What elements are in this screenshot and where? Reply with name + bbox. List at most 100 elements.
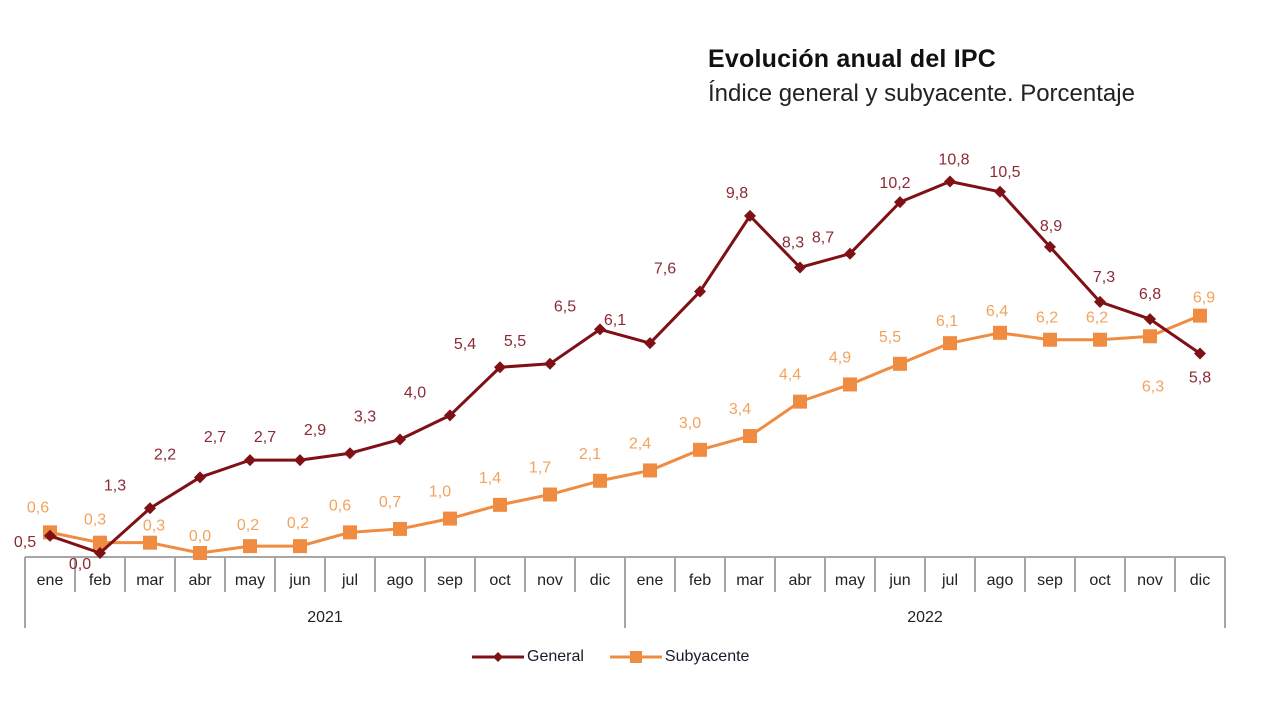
data-point-subyacente <box>643 463 657 478</box>
x-tick-label: dic <box>1190 572 1210 589</box>
data-label-general: 5,4 <box>454 336 476 353</box>
data-label-general: 8,7 <box>812 230 834 247</box>
data-label-subyacente: 6,4 <box>986 303 1008 320</box>
data-label-general: 6,1 <box>604 312 626 329</box>
x-tick-label: feb <box>89 572 111 589</box>
data-point-subyacente <box>493 497 507 512</box>
data-point-subyacente <box>93 535 107 550</box>
data-point-subyacente <box>243 539 257 554</box>
data-label-general: 0,0 <box>69 556 91 573</box>
data-point-subyacente <box>843 377 857 392</box>
x-tick-label: nov <box>537 572 563 589</box>
data-point-general <box>894 196 906 209</box>
data-label-general: 2,2 <box>154 446 176 463</box>
data-label-general: 8,9 <box>1040 218 1062 235</box>
data-label-general: 5,8 <box>1189 369 1211 386</box>
data-label-general: 4,0 <box>404 384 426 401</box>
data-label-subyacente: 0,3 <box>143 518 165 535</box>
x-tick-label: mar <box>136 572 164 589</box>
data-label-subyacente: 6,2 <box>1086 310 1108 327</box>
x-tick-label: oct <box>489 572 511 589</box>
data-label-subyacente: 0,6 <box>27 499 49 516</box>
data-point-subyacente <box>943 336 957 351</box>
data-label-general: 2,9 <box>304 422 326 439</box>
data-label-general: 0,5 <box>14 534 36 551</box>
data-label-general: 6,8 <box>1139 286 1161 303</box>
data-label-subyacente: 4,4 <box>779 367 801 384</box>
x-tick-label: oct <box>1089 572 1111 589</box>
x-tick-label: dic <box>590 572 610 589</box>
data-label-general: 8,3 <box>782 234 804 251</box>
data-label-subyacente: 2,1 <box>579 446 601 463</box>
x-tick-label: ago <box>987 572 1014 589</box>
data-label-subyacente: 3,0 <box>679 415 701 432</box>
data-point-subyacente <box>443 511 457 526</box>
data-label-subyacente: 0,0 <box>189 528 211 545</box>
data-point-general <box>944 175 956 188</box>
series-lines <box>43 175 1207 560</box>
legend-label-general: General <box>527 648 584 665</box>
data-point-subyacente <box>993 325 1007 340</box>
series-line-general <box>49 179 1201 555</box>
x-tick-label: abr <box>788 572 812 589</box>
data-label-general: 3,3 <box>354 408 376 425</box>
data-point-subyacente <box>193 546 207 560</box>
data-label-subyacente: 2,4 <box>629 435 651 452</box>
data-point-subyacente <box>1143 329 1157 344</box>
x-tick-label: abr <box>188 572 212 589</box>
data-point-general <box>44 529 56 542</box>
data-label-subyacente: 0,3 <box>84 512 106 529</box>
data-label-subyacente: 6,9 <box>1193 290 1215 307</box>
legend-general-marker-icon <box>472 652 524 662</box>
x-tick-label: nov <box>1137 572 1163 589</box>
x-tick-label: jul <box>941 572 958 589</box>
x-tick-label: ene <box>637 572 664 589</box>
data-label-subyacente: 5,5 <box>879 329 901 346</box>
legend-item-subyacente: Subyacente <box>609 648 750 666</box>
data-label-subyacente: 6,1 <box>936 313 958 330</box>
chart-title: Evolución anual del IPC <box>708 45 996 73</box>
data-point-general <box>594 323 606 336</box>
data-labels: 0,5 0,0 1,3 2,2 2,7 2,7 2,9 3,3 4,0 5,4 5,5 6,5 6,1 7… <box>14 151 1215 573</box>
x-axis: ene feb mar abr may jun jul ago sep oct nov dic ene f… <box>24 556 1226 628</box>
data-label-general: 9,8 <box>726 185 748 202</box>
data-label-subyacente: 0,2 <box>237 517 259 534</box>
data-point-general <box>1144 313 1156 326</box>
chart-subtitle: Índice general y subyacente. Porcentaje <box>708 80 1135 107</box>
data-point-general <box>1194 347 1206 360</box>
data-point-general <box>844 247 856 260</box>
series-line-subyacente <box>49 314 1201 555</box>
x-tick-label: mar <box>736 572 764 589</box>
x-tick-label: jun <box>888 572 910 589</box>
data-point-general <box>1044 240 1056 253</box>
data-point-general <box>744 209 756 222</box>
data-label-general: 2,7 <box>204 429 226 446</box>
data-point-general <box>1094 295 1106 308</box>
data-point-general <box>544 357 556 370</box>
data-label-general: 2,7 <box>254 429 276 446</box>
x-tick-label: jul <box>341 572 358 589</box>
data-label-subyacente: 0,6 <box>329 497 351 514</box>
data-label-subyacente: 3,4 <box>729 401 751 418</box>
data-point-subyacente <box>343 525 357 540</box>
data-point-general <box>644 337 656 350</box>
data-label-general: 6,5 <box>554 298 576 315</box>
data-point-general <box>444 409 456 422</box>
data-point-general <box>244 454 256 467</box>
data-point-subyacente <box>1093 332 1107 347</box>
data-label-general: 7,6 <box>654 261 676 278</box>
data-point-subyacente <box>143 535 157 550</box>
x-tick-label: may <box>835 572 865 589</box>
legend: General Subyacente <box>472 648 749 666</box>
data-point-general <box>694 285 706 298</box>
data-point-general <box>94 547 106 559</box>
data-point-subyacente <box>543 487 557 502</box>
data-label-general: 1,3 <box>104 477 126 494</box>
data-point-general <box>994 185 1006 198</box>
legend-label-subyacente: Subyacente <box>664 648 750 665</box>
data-point-general <box>194 471 206 484</box>
data-point-subyacente <box>393 521 407 536</box>
data-point-general <box>794 261 806 274</box>
data-label-general: 10,8 <box>938 151 969 168</box>
